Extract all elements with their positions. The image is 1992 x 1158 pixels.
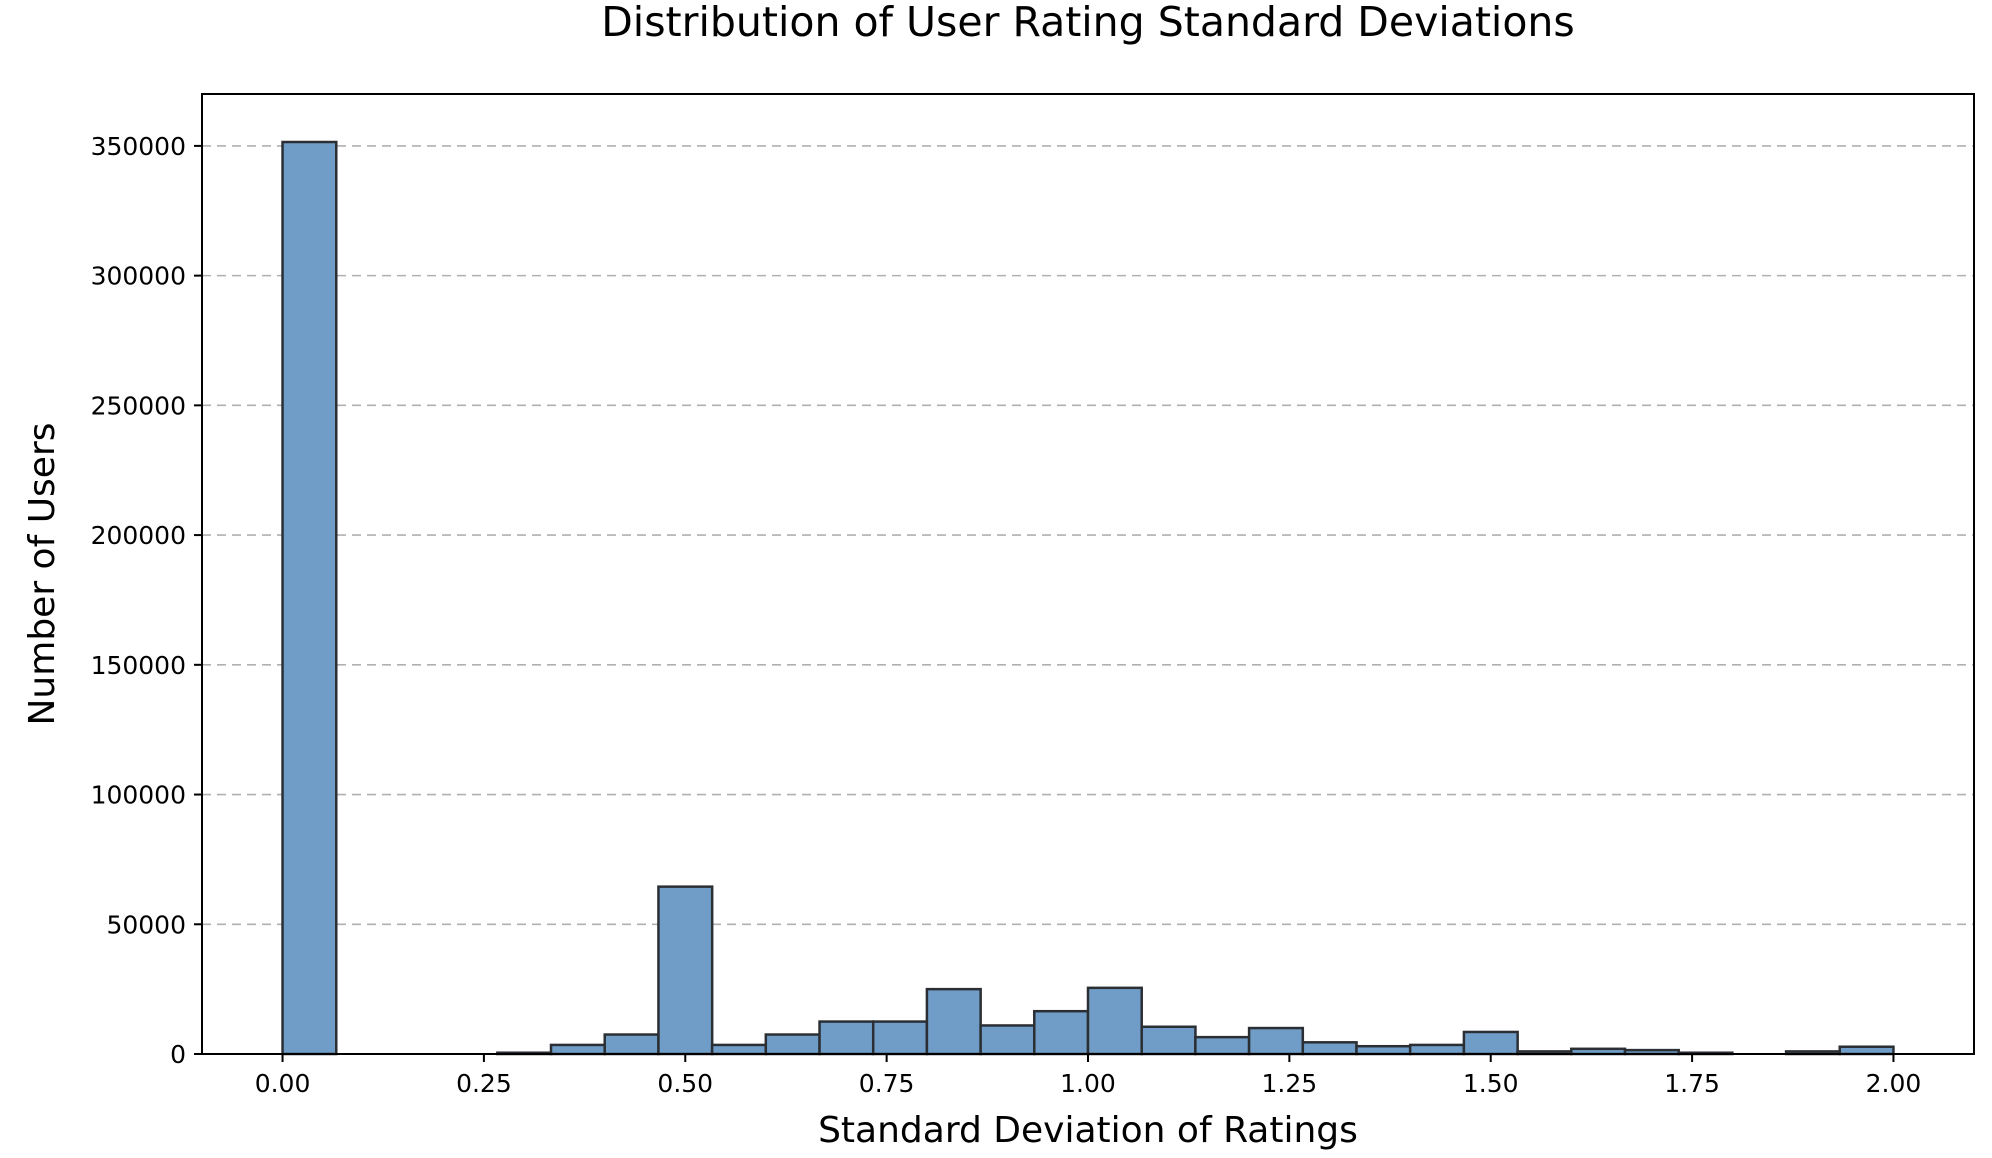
histogram-bar	[281, 140, 338, 1056]
histogram-bar	[1194, 1035, 1251, 1056]
histogram-bar	[1301, 1041, 1358, 1056]
histogram-bar	[1033, 1009, 1090, 1056]
histogram-bar	[1355, 1044, 1412, 1056]
histogram-bar	[1086, 986, 1143, 1056]
histogram-bar	[1247, 1026, 1305, 1056]
x-tick-label: 1.25	[1262, 1069, 1318, 1098]
chart-title: Distribution of User Rating Standard Dev…	[601, 0, 1575, 46]
bars	[281, 140, 1895, 1056]
histogram-bar	[1140, 1025, 1197, 1056]
y-axis-label: Number of Users	[22, 422, 63, 725]
y-tick-label: 50000	[106, 910, 186, 939]
histogram-bar	[1408, 1043, 1466, 1056]
y-tick-label: 0	[170, 1040, 186, 1069]
histogram-bar	[549, 1043, 606, 1056]
histogram-bar	[657, 885, 714, 1056]
x-axis-label: Standard Deviation of Ratings	[818, 1110, 1358, 1151]
y-tick-label: 100000	[91, 781, 186, 810]
histogram-bar	[871, 1020, 929, 1056]
y-axis-ticks: 0 50000 100000 150000 200000 250000 300000 3500…	[91, 132, 202, 1069]
histogram-bar	[603, 1033, 660, 1056]
x-tick-label: 0.00	[255, 1069, 311, 1098]
histogram-bar	[818, 1020, 875, 1056]
x-tick-label: 1.50	[1463, 1069, 1519, 1098]
x-axis-ticks: 0.00 0.25 0.50 0.75 1.00 1.25 1.50 1.75 2.00	[255, 1054, 1922, 1098]
x-tick-label: 0.50	[657, 1069, 713, 1098]
y-tick-label: 350000	[91, 132, 186, 161]
y-tick-label: 250000	[91, 391, 186, 420]
histogram-bar	[710, 1043, 768, 1056]
y-tick-label: 300000	[91, 262, 186, 291]
x-tick-label: 0.75	[859, 1069, 915, 1098]
x-tick-label: 0.25	[456, 1069, 512, 1098]
histogram-bar	[979, 1024, 1036, 1056]
x-tick-label: 1.75	[1664, 1069, 1720, 1098]
histogram-bar	[1462, 1030, 1519, 1056]
histogram-bar	[1838, 1045, 1895, 1056]
plot-frame	[201, 93, 1975, 1055]
histogram-bar	[764, 1033, 821, 1056]
y-tick-label: 200000	[91, 521, 186, 550]
x-tick-label: 1.00	[1060, 1069, 1116, 1098]
histogram-bar	[925, 987, 982, 1056]
x-tick-label: 2.00	[1866, 1069, 1922, 1098]
y-gridlines	[202, 145, 1974, 926]
y-tick-label: 150000	[91, 651, 186, 680]
